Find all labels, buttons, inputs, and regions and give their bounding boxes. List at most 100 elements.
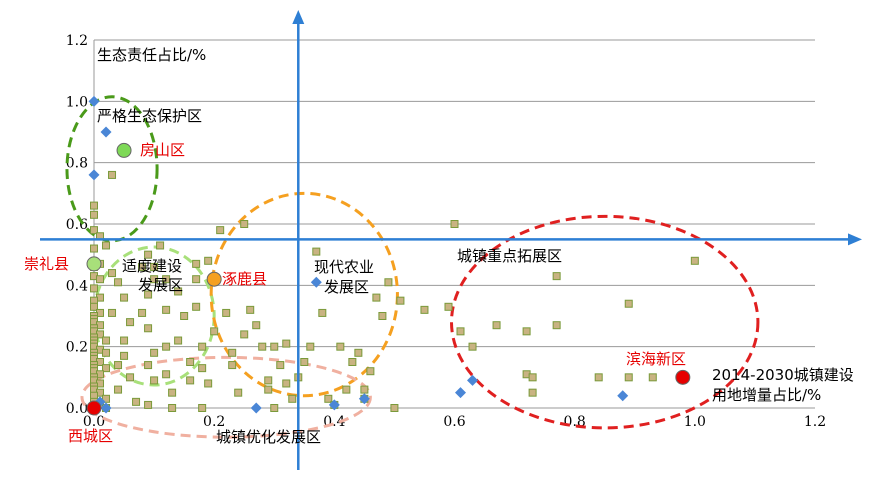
diamond-point [88,95,100,107]
zone-label: 严格生态保护区 [97,107,202,125]
highlight-label: 崇礼县 [24,255,69,273]
square-point [90,226,98,235]
square-point [144,400,153,409]
square-point [348,358,357,366]
square-point [240,220,249,228]
square-point [552,272,561,281]
square-point [102,336,111,345]
diamond-point [250,402,262,414]
square-point [312,247,321,256]
zone-ellipse [449,214,760,430]
square-point [198,404,207,412]
square-point [360,385,369,394]
square-point [108,269,117,278]
square-point [528,388,537,397]
square-point [138,262,147,271]
square-point [354,348,363,357]
diamond-point [617,390,629,402]
square-point [324,394,333,403]
highlight-label: 西城区 [68,427,113,445]
square-point [390,404,399,412]
square-point [120,293,129,302]
x-tick-label: 1.2 [804,414,826,430]
square-point [150,348,159,357]
square-point [90,244,98,253]
square-point [300,358,309,366]
square-point [492,321,501,330]
square-point [624,373,633,382]
square-point [222,308,231,317]
zone-label: 城镇优化发展区 [216,428,321,446]
vertical-divider-arrow [292,10,305,24]
square-point [174,287,183,296]
diamond-point [358,393,370,405]
square-point [138,308,147,317]
square-point [282,339,291,348]
x-tick-label: 0.0 [83,414,105,430]
square-point [336,342,345,351]
square-point [162,275,171,284]
square-point [366,367,375,376]
square-point [192,275,201,284]
horizontal-divider-arrow [848,233,862,246]
square-point [168,388,177,397]
square-point [102,241,111,250]
square-point [216,226,225,235]
zone-label: 城镇重点拓展区 [457,247,562,265]
square-point [114,278,123,287]
square-point [552,321,561,330]
square-point [144,290,153,299]
square-point [228,361,237,370]
square-point [174,336,183,345]
zone-ellipse [80,355,372,439]
diamond-point [310,276,322,288]
zone-ellipse [209,191,399,398]
square-point [264,376,273,385]
square-point [198,342,207,351]
diamond-point [100,402,112,414]
square-point [162,342,171,351]
zone-label: 适度建设 [122,257,182,275]
square-point [126,373,135,382]
square-point [120,336,129,345]
square-point [258,342,267,351]
square-point [264,385,273,394]
x-tick-label: 0.2 [203,414,225,430]
square-point [270,342,279,351]
square-point [288,394,297,403]
square-point [528,373,537,382]
square-point [150,275,159,284]
square-point [372,293,381,302]
diamond-point [455,387,467,399]
square-point [168,404,177,412]
square-point [396,296,405,305]
square-point [126,318,135,327]
y-tick-label: 0.6 [66,217,88,233]
square-point [468,342,477,351]
square-point [456,327,465,336]
zone-label: 发展区 [138,276,183,294]
square-point [114,361,123,370]
square-point [90,201,98,210]
diamond-point [88,169,100,181]
y-tick-label: 0.0 [66,401,88,417]
highlight-label: 滨海新区 [626,350,686,368]
square-point [186,376,195,385]
diamond-point [328,399,340,411]
square-point [234,388,243,397]
square-point [204,256,213,265]
y-tick-label: 0.4 [66,278,88,294]
y-axis-label: 生态责任占比/% [97,46,206,64]
highlight-point [86,400,102,416]
square-point [450,220,459,228]
square-point [444,302,453,311]
square-point [624,299,633,308]
square-point [228,348,237,357]
square-point [162,305,171,314]
y-tick-label: 0.8 [66,156,88,172]
square-point [246,305,255,314]
square-point [690,256,699,265]
square-point [114,385,123,394]
x-axis-label: 2014-2030城镇建设 [712,366,854,384]
